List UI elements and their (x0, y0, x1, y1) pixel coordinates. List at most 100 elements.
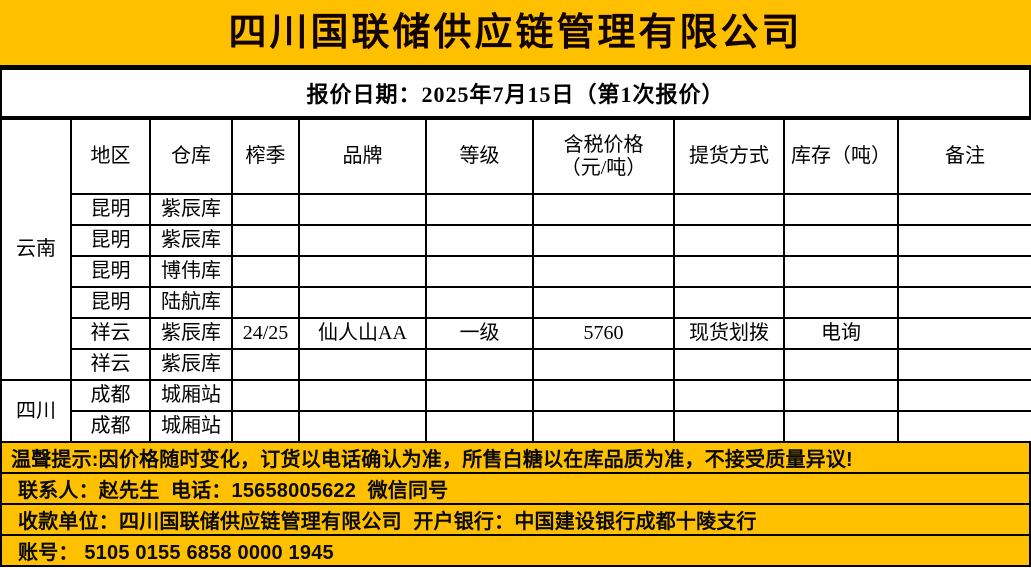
cell-brand: 仙人山AA (298, 317, 427, 350)
cell-pickup (673, 255, 785, 288)
cell-warehouse: 陆航库 (149, 286, 233, 319)
cell-remark (897, 224, 1031, 257)
cell-remark (897, 193, 1031, 226)
cell-remark (897, 317, 1031, 350)
cell-season (231, 348, 300, 381)
cell-brand (298, 224, 427, 257)
cell-city: 昆明 (70, 224, 151, 257)
cell-season: 24/25 (231, 317, 300, 350)
cell-season (231, 379, 300, 412)
cell-price (532, 379, 675, 412)
region-cell-sichuan: 四川 (0, 379, 72, 443)
cell-stock (783, 193, 899, 226)
cell-grade (425, 224, 534, 257)
cell-brand (298, 255, 427, 288)
cell-price (532, 193, 675, 226)
cell-price (532, 348, 675, 381)
notice-bar: 温聲提示:因价格随时变化，订货以电话确认为准，所售白糖以在库品质为准，不接受质量… (0, 443, 1031, 474)
table-row: 成都 城厢站 (1, 410, 1031, 443)
cell-warehouse: 紫辰库 (149, 348, 233, 381)
cell-season (231, 255, 300, 288)
cell-brand (298, 193, 427, 226)
cell-warehouse: 紫辰库 (149, 317, 233, 350)
cell-season (231, 410, 300, 443)
cell-grade (425, 193, 534, 226)
cell-price (532, 410, 675, 443)
cell-warehouse: 博伟库 (149, 255, 233, 288)
cell-season (231, 193, 300, 226)
price-table: 云南 地区 仓库 榨季 品牌 等级 含税价格 （元/吨） 提货方式 库存（吨） … (0, 118, 1031, 443)
cell-remark (897, 255, 1031, 288)
cell-stock (783, 286, 899, 319)
cell-city: 成都 (70, 379, 151, 412)
cell-remark (897, 286, 1031, 319)
cell-remark (897, 410, 1031, 443)
table-row: 昆明 博伟库 (1, 255, 1031, 288)
cell-pickup (673, 348, 785, 381)
column-header-warehouse: 仓库 (149, 118, 233, 195)
table-row: 昆明 紫辰库 (1, 193, 1031, 226)
column-header-remark: 备注 (897, 118, 1031, 195)
column-header-price: 含税价格 （元/吨） (532, 118, 675, 195)
cell-grade (425, 379, 534, 412)
cell-grade (425, 255, 534, 288)
cell-city: 昆明 (70, 255, 151, 288)
cell-season (231, 286, 300, 319)
account-bar: 账号： 5105 0155 6858 0000 1945 (0, 536, 1031, 567)
cell-city: 昆明 (70, 286, 151, 319)
cell-remark (897, 348, 1031, 381)
table-header-row: 云南 地区 仓库 榨季 品牌 等级 含税价格 （元/吨） 提货方式 库存（吨） … (0, 118, 1031, 381)
cell-stock (783, 379, 899, 412)
cell-grade (425, 286, 534, 319)
table-row: 昆明 陆航库 (1, 286, 1031, 319)
cell-city: 祥云 (70, 348, 151, 381)
cell-brand (298, 348, 427, 381)
cell-city: 成都 (70, 410, 151, 443)
date-bar: 报价日期：2025年7月15日（第1次报价） (0, 70, 1031, 118)
notice-text: 温聲提示:因价格随时变化，订货以电话确认为准，所售白糖以在库品质为准，不接受质量… (11, 449, 853, 471)
cell-pickup (673, 286, 785, 319)
cell-price (532, 286, 675, 319)
cell-stock (783, 224, 899, 257)
cell-price (532, 224, 675, 257)
title-bar: 四川国联储供应链管理有限公司 (0, 0, 1031, 70)
cell-stock (783, 255, 899, 288)
column-header-brand: 品牌 (298, 118, 427, 195)
region-cell-yunnan: 云南 (0, 118, 72, 381)
cell-stock (783, 410, 899, 443)
column-header-region: 地区 (70, 118, 151, 195)
cell-season (231, 224, 300, 257)
quote-date: 报价日期：2025年7月15日（第1次报价） (306, 82, 725, 107)
cell-stock (783, 348, 899, 381)
table-row-offer: 祥云 紫辰库 24/25 仙人山AA 一级 5760 现货划拨 电询 (1, 317, 1031, 350)
table-row: 昆明 紫辰库 (1, 224, 1031, 257)
cell-pickup (673, 193, 785, 226)
cell-pickup (673, 379, 785, 412)
cell-price: 5760 (532, 317, 675, 350)
cell-brand (298, 379, 427, 412)
cell-warehouse: 城厢站 (149, 379, 233, 412)
cell-brand (298, 410, 427, 443)
cell-price (532, 255, 675, 288)
cell-grade (425, 348, 534, 381)
cell-pickup: 现货划拨 (673, 317, 785, 350)
cell-warehouse: 紫辰库 (149, 224, 233, 257)
table-row: 祥云 紫辰库 (1, 348, 1031, 381)
cell-stock: 电询 (783, 317, 899, 350)
column-header-season: 榨季 (231, 118, 300, 195)
contact-text: 联系人：赵先生 电话：15658005622 微信同号 (18, 480, 449, 502)
cell-city: 祥云 (70, 317, 151, 350)
cell-brand (298, 286, 427, 319)
contact-bar: 联系人：赵先生 电话：15658005622 微信同号 (0, 474, 1031, 505)
cell-grade (425, 410, 534, 443)
column-header-stock: 库存（吨） (783, 118, 899, 195)
column-header-grade: 等级 (425, 118, 534, 195)
cell-city: 昆明 (70, 193, 151, 226)
table-row: 四川 成都 城厢站 (0, 379, 1031, 443)
cell-pickup (673, 224, 785, 257)
cell-pickup (673, 410, 785, 443)
cell-warehouse: 城厢站 (149, 410, 233, 443)
payee-bar: 收款单位：四川国联储供应链管理有限公司 开户银行：中国建设银行成都十陵支行 (0, 505, 1031, 536)
cell-grade: 一级 (425, 317, 534, 350)
